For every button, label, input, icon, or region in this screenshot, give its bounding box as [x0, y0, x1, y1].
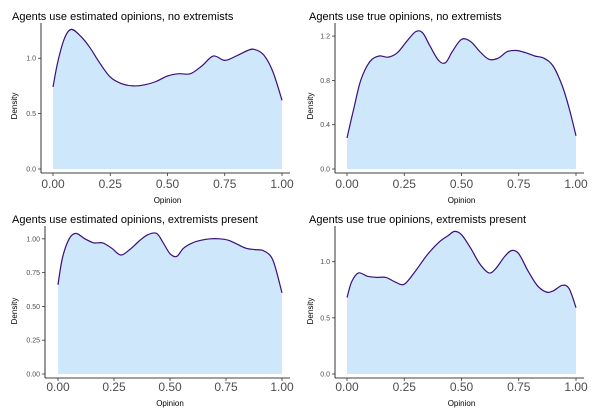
x-tick-label: 0.25 — [393, 177, 417, 191]
panel-title: Agents use estimated opinions, extremist… — [12, 214, 258, 226]
y-tick-label: 0.0 — [26, 167, 36, 174]
x-axis-label: Opinion — [448, 196, 476, 205]
density-area — [347, 231, 576, 374]
x-tick-label: 0.50 — [450, 380, 474, 394]
x-tick-label: 0.50 — [156, 177, 180, 191]
x-tick-label: 1.00 — [270, 177, 294, 191]
x-tick-label: 1.00 — [564, 177, 588, 191]
density-line — [346, 30, 577, 139]
y-tick-label: 0.00 — [26, 372, 40, 379]
y-tick-label: 0.50 — [26, 304, 40, 311]
x-tick-label: 1.00 — [270, 380, 294, 394]
y-tick-label: 1.00 — [26, 236, 40, 243]
y-tick-label: 1.0 — [26, 56, 36, 63]
x-tick-label: 0.75 — [507, 380, 531, 394]
x-tick-label: 0.25 — [393, 380, 417, 394]
density-area — [347, 30, 576, 170]
y-tick-label: 0.0 — [320, 372, 330, 379]
y-tick-label: 0.5 — [320, 315, 330, 322]
density-line — [57, 232, 283, 294]
x-tick-label: 0.75 — [214, 380, 238, 394]
x-tick-label: 0.75 — [213, 177, 237, 191]
x-tick-label: 1.00 — [564, 380, 588, 394]
panel-title: Agents use true opinions, extremists pre… — [309, 214, 526, 226]
x-tick-label: 0.00 — [335, 380, 359, 394]
x-tick-label: 0.25 — [99, 177, 123, 191]
x-axis-label: Opinion — [156, 399, 184, 408]
x-tick-label: 0.50 — [158, 380, 182, 394]
x-tick-label: 0.75 — [507, 177, 531, 191]
y-axis-label: Density — [306, 298, 315, 325]
density-line — [52, 28, 283, 101]
panel-title: Agents use true opinions, no extremists — [309, 11, 502, 23]
x-axis-label: Opinion — [154, 196, 182, 205]
x-axis-label: Opinion — [448, 399, 476, 408]
y-axis-label: Density — [10, 93, 19, 120]
density-line — [346, 230, 577, 308]
x-tick-label: 0.50 — [450, 177, 474, 191]
y-axis-label: Density — [306, 93, 315, 120]
x-tick-label: 0.00 — [335, 177, 359, 191]
density-area — [53, 29, 282, 170]
density-area — [58, 232, 282, 374]
y-tick-label: 0.25 — [26, 338, 40, 345]
y-tick-label: 1.0 — [320, 259, 330, 266]
y-axis-label: Density — [10, 298, 19, 325]
y-tick-label: 1.2 — [320, 34, 330, 41]
x-tick-label: 0.00 — [46, 380, 70, 394]
x-tick-label: 0.00 — [41, 177, 65, 191]
y-tick-label: 0.0 — [320, 167, 330, 174]
y-tick-label: 0.8 — [320, 78, 330, 85]
x-tick-label: 0.25 — [102, 380, 126, 394]
y-tick-label: 0.4 — [320, 122, 330, 129]
panel-title: Agents use estimated opinions, no extrem… — [12, 11, 234, 23]
y-tick-label: 0.5 — [26, 111, 36, 118]
y-tick-label: 0.75 — [26, 270, 40, 277]
